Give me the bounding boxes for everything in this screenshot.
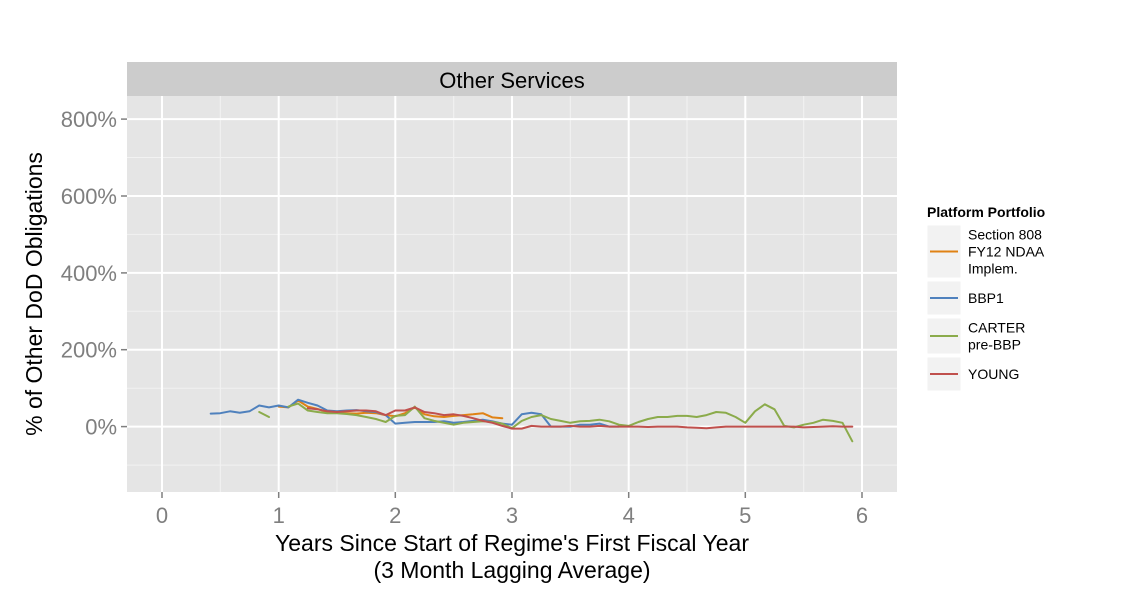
x-tick-label: 3 [506, 503, 518, 528]
legend-label: CARTER pre-BBP [968, 320, 1025, 353]
y-tick-label: 200% [61, 338, 117, 363]
x-axis-title-line-2: (3 Month Lagging Average) [373, 557, 650, 583]
legend: Platform Portfolio Section 808 FY12 NDAA I… [926, 204, 1045, 392]
y-tick-label: 800% [61, 107, 117, 132]
x-tick-label: 2 [389, 503, 401, 528]
legend-title: Platform Portfolio [927, 204, 1045, 220]
x-tick-label: 1 [273, 503, 285, 528]
series-lines [209, 398, 854, 443]
y-axis-title: % of Other DoD Obligations [21, 152, 47, 436]
major-gridlines [127, 96, 897, 492]
x-tick-label: 4 [623, 503, 635, 528]
series-line [258, 411, 270, 418]
x-tick-label: 5 [739, 503, 751, 528]
y-tick-label: 400% [61, 261, 117, 286]
y-tick-label: 600% [61, 184, 117, 209]
series-line [306, 406, 854, 430]
x-tick-label: 0 [156, 503, 168, 528]
x-axis: 0 1 2 3 4 5 6 [156, 492, 868, 528]
y-tick-label: 0% [85, 415, 117, 440]
facet-strip [127, 62, 897, 96]
series-line [287, 402, 854, 443]
facet-title: Other Services [439, 68, 585, 93]
legend-label: Section 808 FY12 NDAA Implem. [968, 227, 1045, 277]
y-axis: 0% 200% 400% 600% 800% [61, 107, 127, 440]
x-tick-label: 6 [856, 503, 868, 528]
legend-label: YOUNG [968, 366, 1019, 382]
legend-label: BBP1 [968, 290, 1004, 306]
x-axis-title-line-1: Years Since Start of Regime's First Fisc… [275, 530, 749, 556]
